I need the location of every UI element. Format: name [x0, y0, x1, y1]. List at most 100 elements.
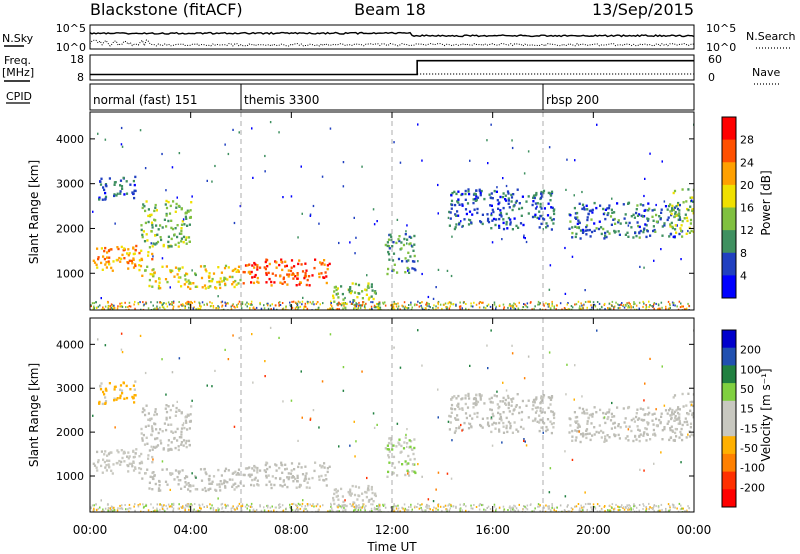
power-cell [487, 162, 489, 165]
power-cell [481, 213, 484, 216]
power-cell [598, 220, 601, 223]
velocity-cell [188, 505, 191, 508]
power-cell [198, 308, 200, 310]
velocity-cell [127, 464, 130, 468]
velocity-cell [426, 504, 429, 507]
power-cell [538, 217, 541, 220]
power-cell [388, 233, 391, 237]
velocity-cell [162, 448, 165, 451]
colorbar-tick-label: 100 [740, 363, 761, 376]
power-cell [267, 271, 270, 275]
velocity-cell [487, 421, 490, 424]
velocity-cell [567, 510, 570, 512]
velocity-cell [220, 503, 223, 506]
power-cell [363, 305, 366, 308]
velocity-cell [690, 433, 693, 436]
velocity-cell [410, 510, 413, 512]
velocity-cell [608, 509, 611, 512]
velocity-cell [164, 480, 168, 483]
power-cell [167, 240, 170, 244]
power-cell [137, 303, 140, 306]
power-cell [377, 303, 379, 305]
power-cell [501, 238, 503, 241]
power-cell [249, 303, 252, 306]
power-cell [426, 302, 429, 305]
velocity-cell [682, 405, 685, 408]
power-cell [208, 272, 211, 275]
velocity-cell [160, 442, 163, 445]
power-cell [673, 206, 676, 209]
power-cell [100, 297, 102, 300]
velocity-cell [276, 510, 278, 512]
velocity-cell [324, 474, 327, 477]
velocity-cell [107, 507, 110, 510]
power-cell [168, 303, 171, 306]
power-cell [99, 183, 103, 186]
power-cell [508, 304, 511, 307]
velocity-cell [230, 507, 232, 510]
power-cell [227, 152, 230, 156]
power-cell [164, 203, 167, 206]
power-cell [330, 303, 332, 306]
velocity-cell [627, 507, 630, 510]
power-cell [618, 233, 621, 236]
power-cell [312, 204, 315, 208]
power-cell [349, 291, 352, 295]
power-cell [161, 257, 164, 260]
colorbar-tick-label: 20 [740, 179, 754, 192]
power-cell [364, 304, 366, 307]
velocity-cell [303, 510, 305, 512]
power-cell [449, 211, 452, 214]
power-cell [476, 207, 479, 211]
power-cell [323, 263, 326, 266]
velocity-cell [137, 505, 140, 508]
velocity-cell [352, 501, 355, 504]
velocity-cell [343, 504, 345, 507]
velocity-cell [281, 504, 284, 507]
power-cell [486, 304, 488, 307]
power-cell [534, 305, 536, 308]
power-cell [274, 274, 277, 277]
power-cell [118, 256, 121, 260]
power-cell [461, 192, 464, 196]
power-cell [174, 210, 177, 213]
velocity-cell [101, 402, 104, 406]
power-cell [177, 245, 180, 248]
power-cell [177, 305, 180, 308]
velocity-cell [685, 436, 688, 439]
velocity-cell [172, 502, 175, 505]
velocity-cell [95, 503, 97, 506]
velocity-cell [580, 509, 582, 512]
velocity-cell [246, 467, 249, 470]
power-cell [665, 308, 667, 310]
velocity-cell [156, 507, 158, 510]
power-cell [230, 305, 232, 308]
velocity-cell [128, 510, 130, 512]
power-cell [595, 227, 598, 230]
velocity-cell [598, 424, 601, 427]
power-cell [135, 244, 138, 248]
power-cell [235, 270, 238, 273]
velocity-cell [111, 472, 114, 475]
power-cell [223, 266, 227, 270]
power-cell [553, 208, 556, 211]
power-cell [387, 238, 391, 241]
velocity-cell [161, 430, 164, 433]
velocity-cell [177, 507, 180, 510]
power-cell [154, 243, 157, 246]
velocity-cell [250, 473, 253, 476]
velocity-cell [470, 507, 472, 510]
velocity-cell [301, 473, 305, 476]
velocity-cell [106, 459, 109, 462]
velocity-cell [165, 418, 168, 421]
power-cell [603, 237, 606, 240]
velocity-cell [407, 471, 410, 474]
velocity-cell [249, 475, 252, 478]
colorbar-swatch [722, 453, 736, 473]
power-cell [540, 195, 543, 198]
power-cell [578, 202, 581, 205]
power-cell [138, 268, 141, 272]
velocity-cell [478, 393, 481, 396]
power-cell [530, 301, 532, 304]
velocity-cell [399, 510, 401, 512]
